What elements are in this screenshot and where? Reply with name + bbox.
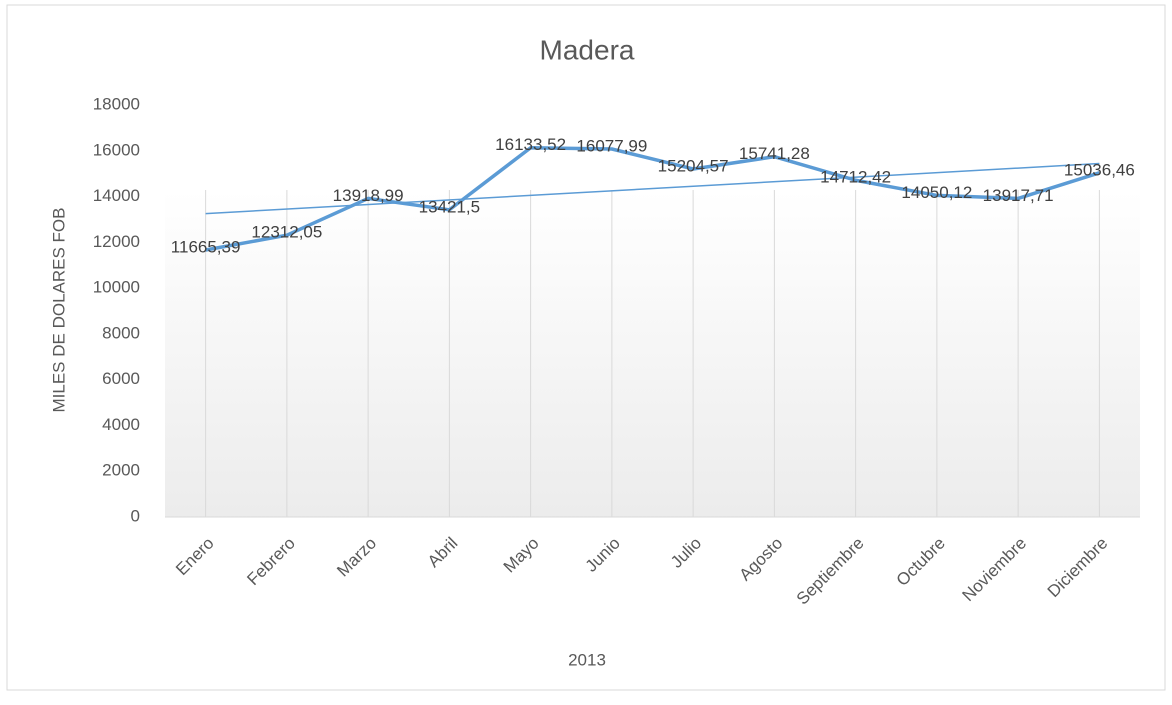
data-label: 13421,5 [419,197,480,216]
y-tick-label: 0 [131,506,140,525]
data-label: 13918,99 [333,186,404,205]
trend-line [205,162,1100,215]
y-tick-label: 6000 [102,369,140,388]
y-tick-label: 18000 [93,94,140,113]
x-axis-title: 2013 [568,650,606,669]
y-tick-label: 10000 [93,278,140,297]
data-label: 16077,99 [576,136,647,155]
data-label: 14712,42 [820,168,891,187]
data-label: 13917,71 [983,186,1054,205]
data-label: 11665,39 [171,237,241,256]
y-tick-label: 8000 [102,323,140,342]
data-label: 15741,28 [739,144,810,163]
y-tick-label: 2000 [102,461,140,480]
y-tick-label: 16000 [93,140,140,159]
data-label: 14050,12 [901,183,972,202]
plot-background [165,190,1140,517]
y-axis-title: MILES DE DOLARES FOB [49,208,68,413]
data-label: 15036,46 [1064,160,1135,179]
data-label: 15204,57 [658,156,729,175]
y-tick-label: 12000 [93,232,140,251]
data-label: 16133,52 [495,135,566,154]
chart-title: Madera [540,34,635,65]
y-tick-label: 4000 [102,415,140,434]
data-label: 12312,05 [251,223,322,242]
y-tick-label: 14000 [93,186,140,205]
